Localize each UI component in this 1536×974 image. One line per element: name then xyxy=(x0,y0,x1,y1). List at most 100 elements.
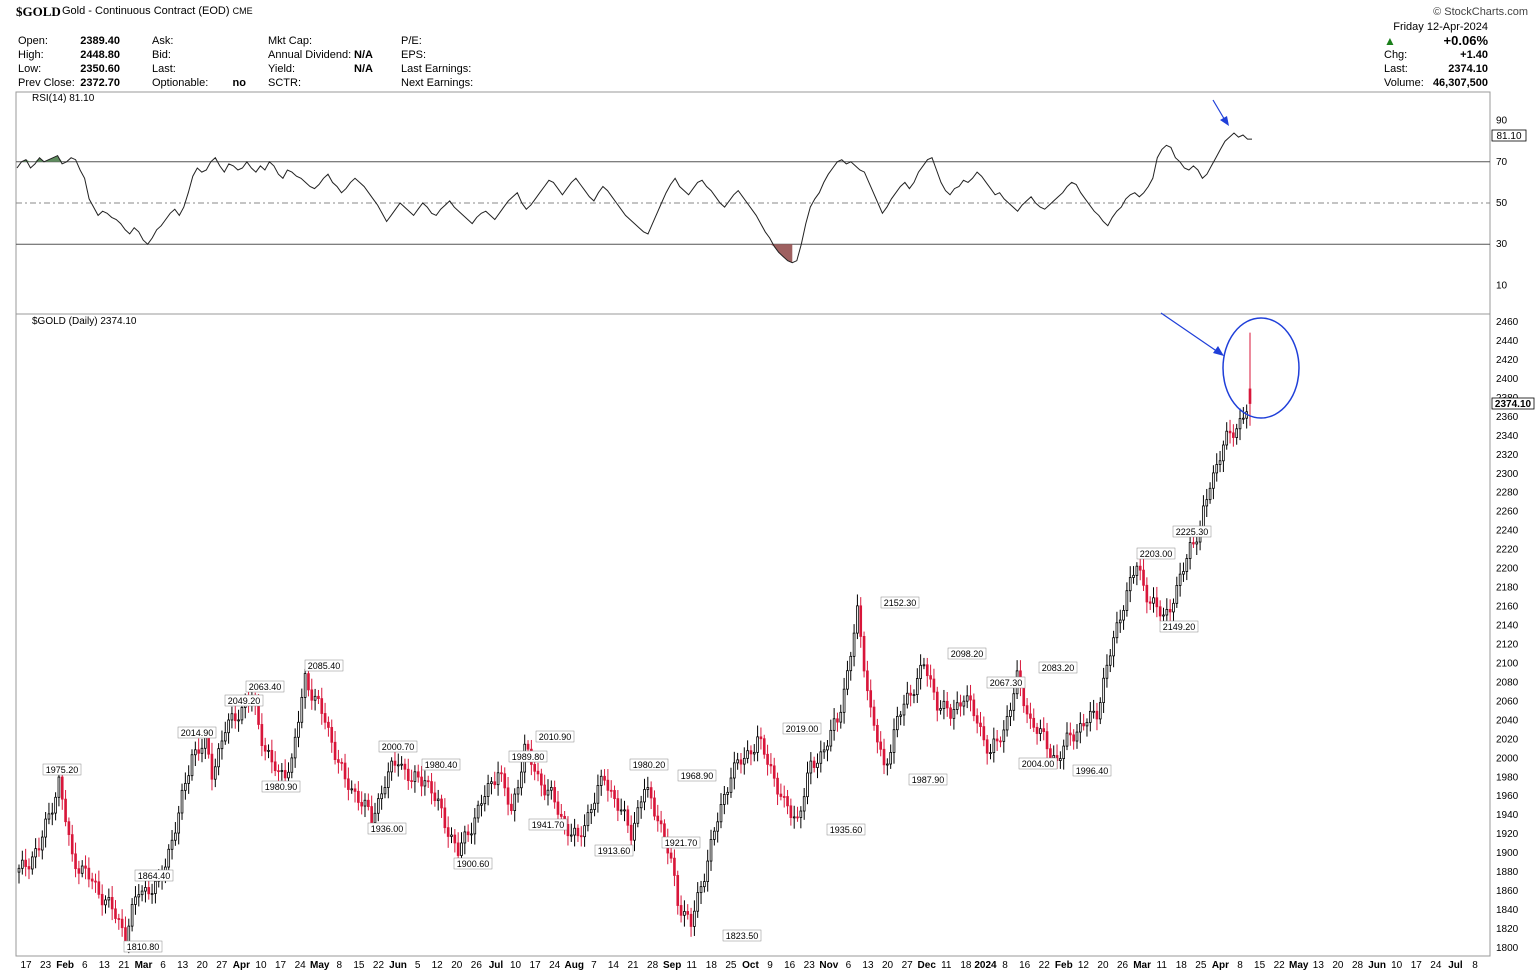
candle-body xyxy=(200,747,204,754)
candle-body xyxy=(789,805,793,818)
col4-row: Next Earnings: xyxy=(401,76,491,90)
candle-body xyxy=(50,812,54,815)
candle-body xyxy=(380,793,383,800)
candle-body xyxy=(576,827,580,837)
candle-body xyxy=(836,718,839,723)
candle-body xyxy=(117,918,121,920)
candle-body xyxy=(902,703,906,716)
candle-body xyxy=(603,775,606,781)
x-axis-label: Mar xyxy=(1133,960,1151,971)
candle-body xyxy=(809,760,813,774)
candle-body xyxy=(1118,619,1122,624)
candle-body xyxy=(1148,601,1152,604)
candle-body xyxy=(1005,716,1009,731)
price-tick-label: 2080 xyxy=(1496,677,1519,688)
col3-row: Mkt Cap: xyxy=(268,34,368,48)
candle-body xyxy=(636,807,640,824)
candle-body xyxy=(1188,542,1192,559)
col3-row: SCTR: xyxy=(268,76,368,90)
x-axis-label: 21 xyxy=(118,960,130,971)
candle-body xyxy=(194,749,197,756)
candle-body xyxy=(1145,584,1149,603)
candle-body xyxy=(486,783,490,797)
candle-body xyxy=(257,703,260,725)
candle-body xyxy=(965,695,969,702)
candle-body xyxy=(170,839,174,850)
candle-body xyxy=(772,765,776,779)
candle-body xyxy=(526,743,530,750)
candle-body xyxy=(167,848,171,868)
x-axis-label: 8 xyxy=(1472,960,1478,971)
candle-body xyxy=(307,673,310,691)
candle-body xyxy=(925,664,929,677)
price-tick-label: 2300 xyxy=(1496,469,1519,480)
price-annotation: 1900.60 xyxy=(457,859,490,869)
candle-body xyxy=(64,798,67,823)
price-annotation-box xyxy=(1136,547,1176,560)
candle-body xyxy=(297,721,300,738)
candle-body xyxy=(230,713,234,721)
candle-body xyxy=(659,820,663,825)
price-annotation: 2085.40 xyxy=(308,661,341,671)
price-annotation: 1987.90 xyxy=(912,775,945,785)
candle-body xyxy=(556,801,560,815)
candle-body xyxy=(1225,430,1229,446)
candle-body xyxy=(1082,723,1085,727)
candle-body xyxy=(94,880,97,883)
price-tick-label: 2320 xyxy=(1496,450,1519,461)
price-annotation-box xyxy=(304,659,344,672)
price-annotation: 1980.90 xyxy=(265,782,298,792)
price-tick-label: 2220 xyxy=(1496,545,1519,556)
candle-body xyxy=(606,779,610,791)
candle-body xyxy=(80,865,84,874)
col1-row: Low: 2350.60 xyxy=(18,62,120,76)
price-label: $GOLD (Daily) 2374.10 xyxy=(32,316,137,327)
candle-body xyxy=(1165,608,1169,616)
candle-body xyxy=(540,773,543,786)
price-tick-label: 2400 xyxy=(1496,374,1519,385)
volume-value: 46,307,500 xyxy=(1432,77,1488,89)
x-axis-label: 13 xyxy=(99,960,111,971)
candle-body xyxy=(579,835,583,838)
candle-body xyxy=(1248,388,1252,404)
annotation-circle xyxy=(1222,317,1300,419)
candle-body xyxy=(643,789,646,803)
price-annotation-box xyxy=(378,740,418,753)
candle-body xyxy=(752,751,756,755)
price-annotation-box xyxy=(947,647,987,660)
candle-body xyxy=(263,745,267,752)
price-annotation: 1996.40 xyxy=(1076,766,1109,776)
candle-body xyxy=(559,813,563,817)
candle-body xyxy=(317,695,320,700)
x-axis-label: 11 xyxy=(687,960,698,971)
col4-row: EPS: xyxy=(401,48,491,62)
candle-body xyxy=(536,770,540,775)
candle-body xyxy=(1095,710,1099,720)
quote-col-1: Open: 2389.40 High: 2448.80 Low: 2350.60 Prev … xyxy=(18,34,120,90)
x-axis-label: 28 xyxy=(647,960,659,971)
candle-body xyxy=(1185,558,1189,572)
price-tick-label: 2060 xyxy=(1496,696,1519,707)
candle-body xyxy=(962,700,966,707)
candle-body xyxy=(709,838,713,862)
price-tick-label: 2020 xyxy=(1496,734,1519,745)
candle-body xyxy=(1122,610,1125,621)
x-axis-label: 8 xyxy=(1002,960,1008,971)
candle-body xyxy=(280,770,284,772)
x-axis-label: 23 xyxy=(804,960,816,971)
candle-body xyxy=(1075,731,1079,742)
rsi-tick-label: 30 xyxy=(1496,239,1508,250)
quote-col-4: P/E: EPS: Last Earnings: Next Earnings: xyxy=(401,34,491,90)
candle-body xyxy=(446,827,450,837)
candle-body xyxy=(416,771,420,778)
candle-body xyxy=(1009,709,1012,717)
candle-body xyxy=(869,690,873,708)
last-value: 2374.10 xyxy=(1448,63,1488,75)
x-axis-label: 26 xyxy=(1117,960,1129,971)
candle-body xyxy=(969,695,972,701)
candle-body xyxy=(386,771,390,788)
price-annotation: 2063.40 xyxy=(249,682,282,692)
price-annotation-box xyxy=(661,836,701,849)
candle-body xyxy=(866,670,869,692)
